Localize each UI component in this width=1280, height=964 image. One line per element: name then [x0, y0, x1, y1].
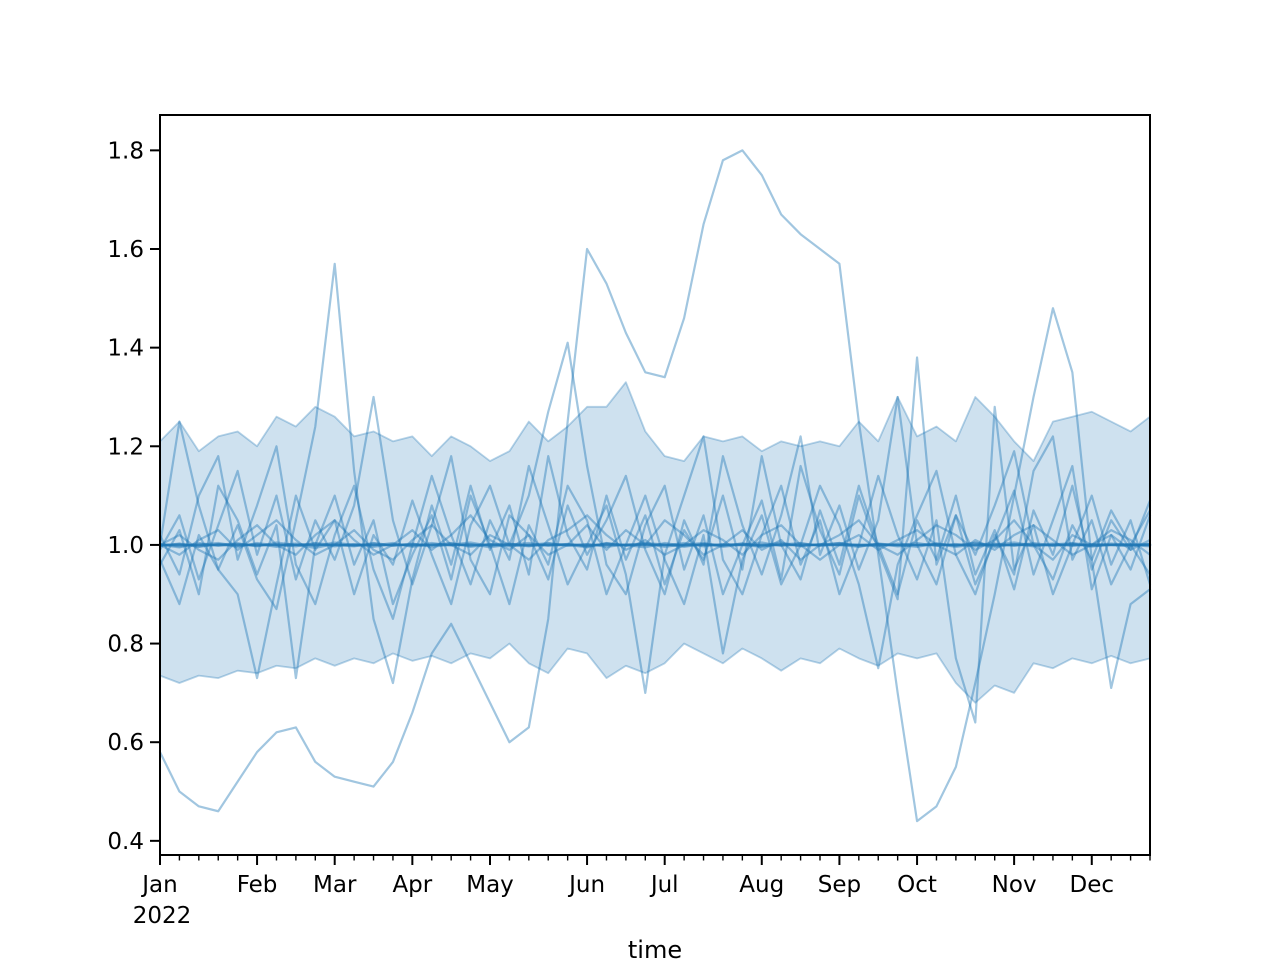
x-tick-label-dec: Dec	[1070, 872, 1115, 898]
x-tick-label-feb: Feb	[237, 872, 278, 898]
x-tick-label-oct: Oct	[897, 872, 937, 898]
x-tick-label-may: May	[466, 872, 514, 898]
line-series-8	[158, 149, 1152, 823]
tick-label-layer: 0.4 0.6 0.8 1.0 1.2 1.4 1.6 1.8 Jan Feb Mar Apr May J…	[107, 138, 1114, 898]
x-tick-label-sep: Sep	[818, 872, 861, 898]
x-tick-label-jul: Jul	[649, 872, 679, 898]
x-tick-label-apr: Apr	[392, 872, 432, 898]
line-series-1	[158, 341, 1152, 680]
x-tick-label-jan: Jan	[140, 872, 177, 898]
y-tick-label: 1.8	[107, 138, 144, 164]
axes-layer	[150, 114, 1151, 865]
y-tick-label: 1.2	[107, 434, 144, 460]
line-series-7	[158, 262, 1152, 685]
plot-frame	[159, 114, 1151, 856]
y-tick-label: 1.0	[107, 533, 144, 559]
y-tick-label: 1.6	[107, 237, 144, 263]
y-tick-label: 0.6	[107, 730, 144, 756]
y-tick-label: 0.8	[107, 632, 144, 658]
x-tick-label-nov: Nov	[992, 872, 1037, 898]
x-tick-label-jun: Jun	[567, 872, 605, 898]
line-series-4	[158, 435, 1152, 680]
line-series-2	[158, 405, 1152, 724]
x-tick-label-aug: Aug	[739, 872, 784, 898]
line-series-3	[158, 395, 1152, 596]
x-axis-title: time	[628, 936, 682, 960]
x-tick-label-mar: Mar	[313, 872, 357, 898]
y-tick-label: 0.4	[107, 829, 144, 855]
x-axis-year-label: 2022	[133, 903, 192, 929]
y-tick-label: 1.4	[107, 336, 144, 362]
line-series-layer	[158, 149, 1152, 823]
